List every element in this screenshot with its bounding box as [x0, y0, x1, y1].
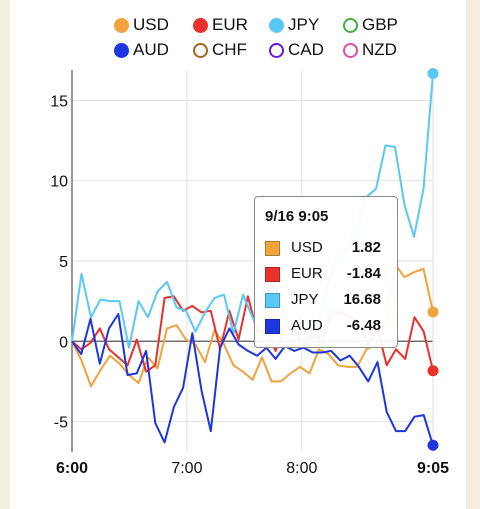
- legend-item-chf[interactable]: CHF: [193, 37, 247, 63]
- tooltip-row-aud: AUD -6.48: [265, 313, 395, 339]
- tooltip-jpy-swatch: [265, 293, 280, 308]
- tooltip-eur-swatch: [265, 267, 280, 282]
- x-tick-label: 7:00: [171, 460, 202, 477]
- legend-eur-dot: [193, 17, 208, 33]
- legend-row-1: USD EUR JPY GBP: [10, 12, 466, 38]
- legend-item-gbp[interactable]: GBP: [343, 12, 398, 38]
- y-tick-label: 5: [59, 254, 68, 271]
- tooltip-title: 9/16 9:05: [265, 208, 329, 225]
- legend-item-aud[interactable]: AUD: [114, 37, 169, 63]
- legend-item-eur[interactable]: EUR: [193, 12, 248, 38]
- tooltip-aud-name: AUD: [291, 317, 323, 334]
- series-line-aud: [71, 313, 434, 446]
- legend-nzd-label: NZD: [362, 40, 397, 59]
- legend-item-cad[interactable]: CAD: [269, 37, 324, 63]
- legend-chf-dot: [193, 42, 208, 58]
- legend-aud-dot: [114, 42, 129, 58]
- legend-usd-label: USD: [133, 15, 169, 34]
- legend-eur-label: EUR: [212, 15, 248, 34]
- endpoint-marker-aud: [427, 439, 439, 451]
- tooltip-jpy-value: 16.68: [343, 291, 381, 308]
- legend-jpy-label: JPY: [288, 15, 320, 34]
- endpoint-marker-usd: [427, 306, 439, 318]
- legend-gbp-label: GBP: [362, 15, 398, 34]
- legend-cad-dot: [269, 42, 284, 58]
- series-line-jpy: [71, 73, 434, 349]
- tooltip-eur-value: -1.84: [346, 265, 381, 282]
- x-tick-label: 6:00: [56, 460, 88, 477]
- x-tick-label: 8:00: [286, 460, 317, 477]
- tooltip-usd-swatch: [265, 241, 280, 256]
- tooltip-aud-value: -6.48: [346, 317, 381, 334]
- tooltip-eur-name: EUR: [291, 265, 323, 282]
- y-tick-label: -5: [54, 415, 68, 432]
- legend-cad-label: CAD: [288, 40, 324, 59]
- legend-aud-label: AUD: [133, 40, 169, 59]
- legend-item-jpy[interactable]: JPY: [269, 12, 319, 38]
- tooltip-row-eur: EUR -1.84: [265, 261, 395, 287]
- legend-nzd-dot: [343, 42, 358, 58]
- legend-item-usd[interactable]: USD: [114, 12, 169, 38]
- legend-row-2: AUD CHF CAD NZD: [10, 37, 466, 63]
- legend-usd-dot: [114, 17, 129, 33]
- legend-gbp-dot: [343, 17, 358, 33]
- endpoint-marker-jpy: [427, 68, 439, 80]
- y-tick-label: 0: [59, 334, 68, 351]
- legend-jpy-dot: [269, 17, 284, 33]
- tooltip-row-usd: USD 1.82: [265, 235, 395, 261]
- legend-item-nzd[interactable]: NZD: [343, 37, 397, 63]
- tooltip-usd-value: 1.82: [351, 239, 381, 256]
- tooltip-usd-name: USD: [291, 239, 323, 256]
- y-tick-label: 10: [50, 174, 68, 191]
- y-tick-label: 15: [50, 93, 68, 110]
- x-tick-label: 9:05: [417, 460, 449, 477]
- hover-tooltip: 9/16 9:05 USD 1.82 EUR -1.84 JPY 16.68 A…: [254, 196, 398, 348]
- tooltip-aud-swatch: [265, 319, 280, 334]
- endpoint-marker-eur: [427, 365, 439, 377]
- tooltip-row-jpy: JPY 16.68: [265, 287, 395, 313]
- tooltip-jpy-name: JPY: [291, 291, 319, 308]
- legend-chf-label: CHF: [212, 40, 247, 59]
- chart-card: USD EUR JPY GBP AUD CHF CAD NZD: [10, 0, 466, 509]
